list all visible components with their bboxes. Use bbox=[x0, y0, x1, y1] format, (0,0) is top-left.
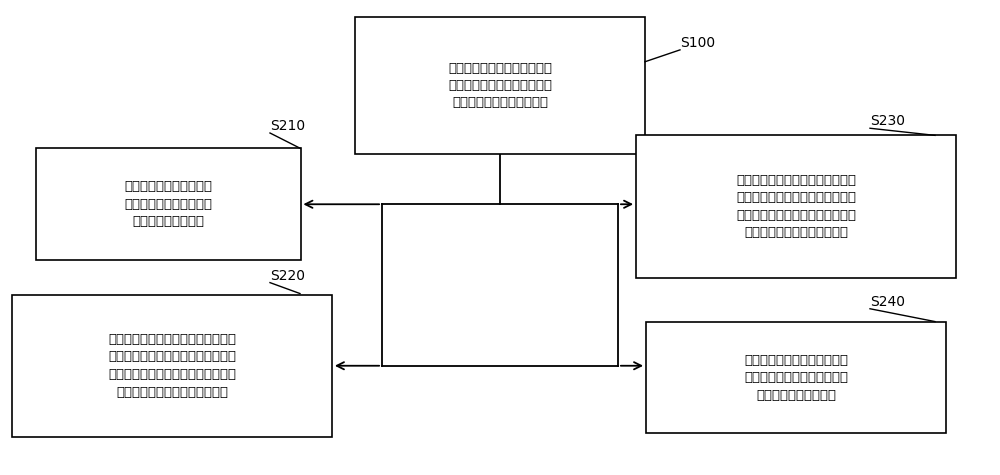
FancyBboxPatch shape bbox=[646, 322, 946, 433]
Text: 当汽油燃料系统出现故障
时，控制显示单元提醒用
户汽油燃料系统故障: 当汽油燃料系统出现故障 时，控制显示单元提醒用 户汽油燃料系统故障 bbox=[124, 180, 212, 228]
Text: S100: S100 bbox=[680, 36, 715, 50]
Text: S220: S220 bbox=[270, 269, 305, 283]
FancyBboxPatch shape bbox=[355, 17, 645, 154]
FancyBboxPatch shape bbox=[636, 135, 956, 278]
Text: 当甲醇燃料系统出现故障且汽油燃料
系统未出现故障时，控制切换至汽油
燃料系统为发动机供能，并控制显示
单元提醒用户甲醇燃料系统故障: 当甲醇燃料系统出现故障且汽油燃料 系统未出现故障时，控制切换至汽油 燃料系统为发… bbox=[108, 333, 236, 399]
Text: S240: S240 bbox=[870, 295, 905, 309]
Text: S210: S210 bbox=[270, 119, 305, 133]
FancyBboxPatch shape bbox=[36, 148, 300, 260]
FancyBboxPatch shape bbox=[12, 294, 332, 437]
Text: 在汽油燃料系统为发动机供能，且
发动机的排气温度超过预设排气温
度并持续第一预设时间后控制切换
至甲醇燃料系统为发动机供能: 在汽油燃料系统为发动机供能，且 发动机的排气温度超过预设排气温 度并持续第一预设… bbox=[736, 174, 856, 239]
Text: S230: S230 bbox=[870, 114, 905, 128]
Text: 在发动机系统中催化器的温度
超过预设温度阈值时控制汽油
燃料系统为发动机供能: 在发动机系统中催化器的温度 超过预设温度阈值时控制汽油 燃料系统为发动机供能 bbox=[744, 353, 848, 402]
Text: 获取车辆的用于指示双燃料系
统是否发生故障的故障信息和
发动机系统的运行参数信息: 获取车辆的用于指示双燃料系 统是否发生故障的故障信息和 发动机系统的运行参数信息 bbox=[448, 61, 552, 110]
